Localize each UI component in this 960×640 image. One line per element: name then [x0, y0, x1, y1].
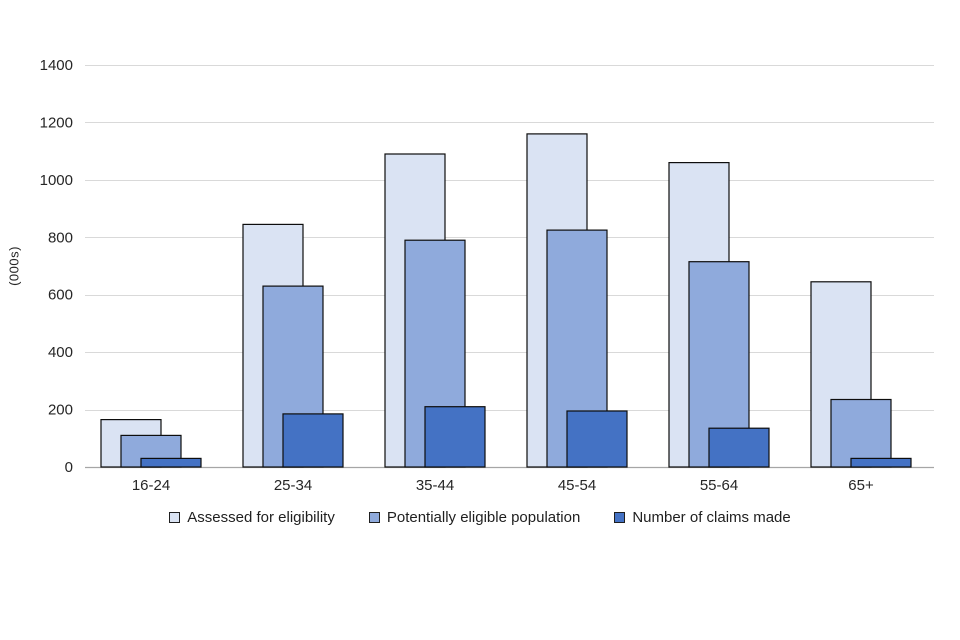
y-tick-label: 200	[48, 402, 73, 419]
x-category-label: 55-64	[700, 477, 738, 494]
x-category-label: 25-34	[274, 477, 312, 494]
legend: Assessed for eligibility Potentially elig…	[0, 509, 960, 526]
y-tick-label: 600	[48, 287, 73, 304]
legend-item: Potentially eligible population	[368, 509, 581, 526]
bar	[424, 406, 486, 468]
y-tick-label: 1000	[40, 172, 73, 189]
x-category-label: 45-54	[558, 477, 596, 494]
x-category-label: 65+	[848, 477, 874, 494]
y-tick-label: 0	[65, 459, 73, 476]
legend-swatch-icon	[169, 512, 181, 523]
y-axis-label: (000s)	[6, 246, 22, 286]
y-tick-label: 400	[48, 344, 73, 361]
bar	[830, 398, 892, 468]
legend-item: Number of claims made	[614, 509, 791, 526]
y-tick-label: 1400	[40, 57, 73, 74]
legend-label: Potentially eligible population	[386, 509, 581, 526]
bar	[708, 427, 770, 468]
bar	[282, 413, 344, 468]
x-category-label: 35-44	[416, 477, 454, 494]
bar	[850, 457, 912, 468]
legend-label: Assessed for eligibility	[187, 509, 335, 526]
y-tick-label: 800	[48, 229, 73, 246]
bar	[140, 457, 202, 468]
y-tick-label: 1200	[40, 114, 73, 131]
x-category-label: 16-24	[132, 477, 170, 494]
legend-label: Number of claims made	[632, 509, 791, 526]
legend-swatch-icon	[368, 512, 380, 523]
legend-swatch-icon	[614, 512, 626, 523]
bar	[566, 410, 628, 468]
legend-item: Assessed for eligibility	[169, 509, 335, 526]
